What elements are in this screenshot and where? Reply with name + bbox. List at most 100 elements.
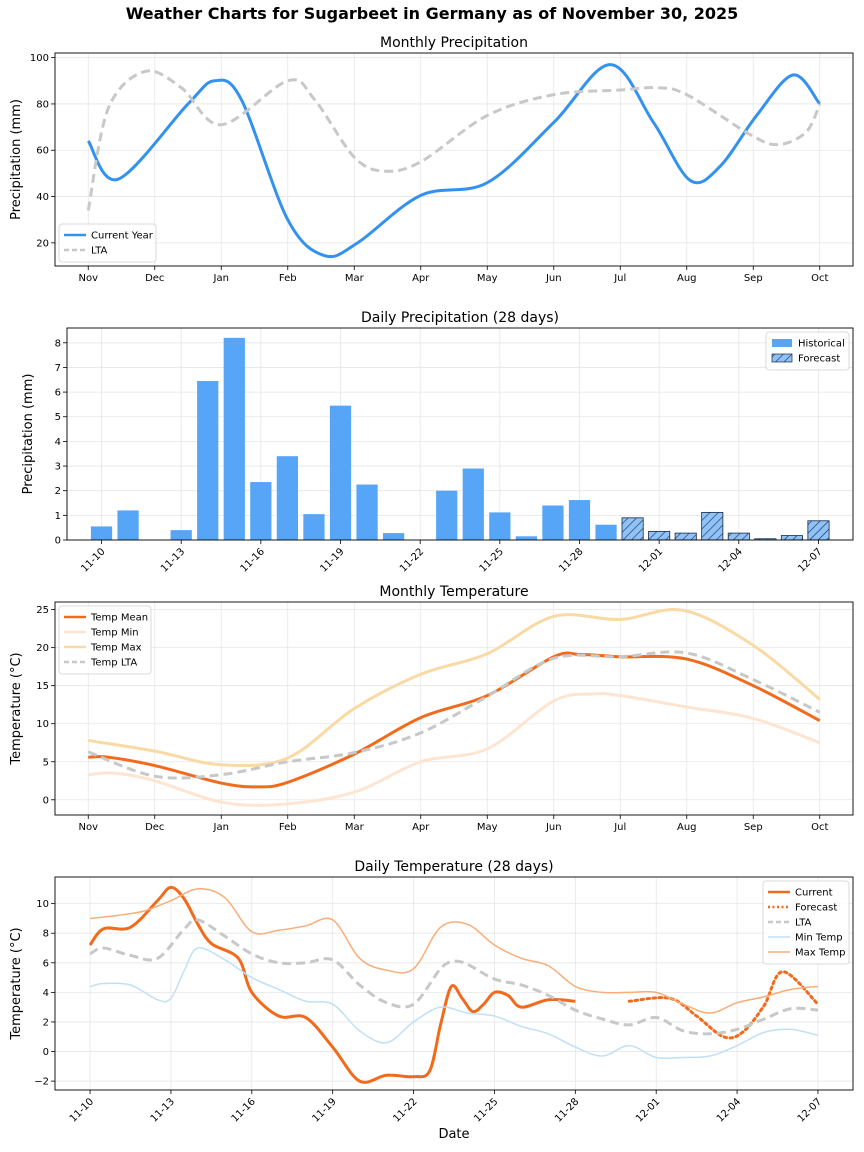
x-tick-label: Feb — [279, 273, 297, 284]
x-tick-label: 11-28 — [553, 1096, 581, 1124]
legend-swatch — [772, 339, 792, 347]
legend: Current Forecast LTA Min Temp Max Temp — [762, 880, 850, 965]
historical-bar — [568, 500, 591, 540]
plot-area — [87, 608, 821, 807]
series-line-temp-lta — [87, 650, 821, 780]
forecast-bar — [807, 520, 830, 540]
x-tick-label: Nov — [78, 273, 98, 284]
y-tick-label: 40 — [36, 192, 49, 203]
legend-label: Forecast — [795, 903, 837, 914]
legend-label: Current — [795, 888, 833, 899]
y-tick-label: 1 — [55, 511, 61, 522]
historical-bar — [250, 482, 272, 540]
forecast-bar — [701, 511, 724, 540]
x-tick-label: 11-13 — [159, 546, 187, 574]
legend: Temp Mean Temp Min Temp Max Temp LTA — [58, 605, 152, 675]
series-line-lta — [89, 918, 819, 1036]
x-tick-label: Mar — [345, 822, 365, 833]
y-tick-label: 4 — [55, 437, 61, 448]
x-tick-label: Aug — [677, 273, 697, 284]
forecast-bar — [674, 532, 697, 540]
x-tick-label: Apr — [412, 273, 430, 284]
x-tick-label: Jun — [545, 273, 562, 284]
historical-bar — [515, 536, 537, 540]
y-axis-label: Precipitation (mm) — [9, 99, 24, 220]
y-tick-label: 80 — [36, 99, 49, 110]
historical-bar — [436, 490, 458, 540]
legend-swatch — [771, 353, 793, 363]
legend-label: LTA — [795, 918, 812, 929]
legend-box — [58, 605, 152, 675]
y-tick-label: −2 — [34, 1077, 49, 1088]
legend-label: Temp LTA — [90, 658, 137, 669]
legend-box — [58, 223, 157, 263]
x-tick-label: 11-16 — [239, 546, 267, 574]
x-tick-label: 12-07 — [796, 1096, 824, 1124]
x-tick-label: 11-25 — [472, 1096, 500, 1124]
historical-bar — [542, 505, 564, 540]
y-axis-label: Temperature (°C) — [9, 927, 24, 1040]
series-line-min-temp — [89, 947, 819, 1060]
x-tick-label: 11-13 — [149, 1096, 177, 1124]
chart-4: Daily Temperature (28 days) −2 0 2 4 6 8 10 11-1… — [9, 859, 854, 1142]
y-tick-label: 5 — [55, 412, 61, 423]
series-line-current-year — [86, 63, 821, 259]
x-tick-label: May — [477, 273, 498, 284]
chart-title: Monthly Precipitation — [380, 35, 528, 51]
plot-area — [86, 63, 822, 259]
y-tick-label: 60 — [36, 146, 49, 157]
series-line-forecast — [627, 970, 820, 1040]
chart-title: Monthly Temperature — [379, 584, 528, 600]
legend-label: Temp Min — [90, 628, 139, 639]
x-tick-label: 12-04 — [717, 546, 745, 574]
x-tick-label: Oct — [811, 822, 828, 833]
legend-label: Max Temp — [795, 948, 846, 959]
y-tick-label: 4 — [43, 988, 49, 999]
x-tick-label: Jul — [613, 273, 626, 284]
y-tick-label: 5 — [43, 757, 49, 768]
x-tick-label: 11-16 — [230, 1096, 258, 1124]
y-tick-label: 0 — [43, 795, 49, 806]
x-axis-label: Date — [438, 1127, 469, 1142]
historical-bar — [170, 530, 192, 540]
y-tick-label: 6 — [43, 958, 49, 969]
y-tick-label: 15 — [36, 681, 49, 692]
x-tick-label: Jan — [213, 273, 229, 284]
x-tick-label: Sep — [744, 273, 763, 284]
forecast-bar — [648, 530, 671, 540]
historical-bar — [276, 456, 299, 540]
y-tick-label: 8 — [43, 929, 49, 940]
x-tick-label: Oct — [811, 273, 828, 284]
plot-area — [88, 885, 820, 1084]
historical-bar — [382, 533, 405, 540]
axes-frame — [54, 601, 854, 816]
x-tick-label: Dec — [145, 822, 164, 833]
x-tick-label: Mar — [345, 273, 365, 284]
series-line-lta — [86, 69, 822, 211]
legend-label: Current Year — [91, 231, 154, 242]
x-tick-label: 12-01 — [637, 546, 665, 574]
x-tick-label: Apr — [412, 822, 430, 833]
x-tick-label: Aug — [677, 822, 697, 833]
legend-label: Forecast — [798, 354, 840, 365]
y-tick-label: 25 — [36, 605, 49, 616]
y-tick-label: 6 — [55, 388, 61, 399]
x-tick-label: May — [477, 822, 498, 833]
historical-bar — [223, 337, 245, 540]
legend: Current Year LTA — [58, 223, 157, 263]
x-tick-label: 11-22 — [391, 1096, 419, 1124]
forecast-bar — [727, 532, 750, 540]
x-tick-label: 12-01 — [634, 1096, 662, 1124]
series-line-max-temp — [89, 888, 819, 1014]
y-tick-label: 10 — [36, 719, 49, 730]
y-tick-label: 20 — [36, 238, 49, 249]
chart-title: Daily Temperature (28 days) — [354, 859, 553, 875]
series-line-current — [88, 885, 576, 1084]
x-tick-label: Jun — [545, 822, 562, 833]
axes-frame — [54, 52, 854, 267]
y-axis-label: Precipitation (mm) — [21, 374, 36, 495]
historical-bar — [117, 510, 139, 540]
historical-bar — [489, 512, 511, 540]
